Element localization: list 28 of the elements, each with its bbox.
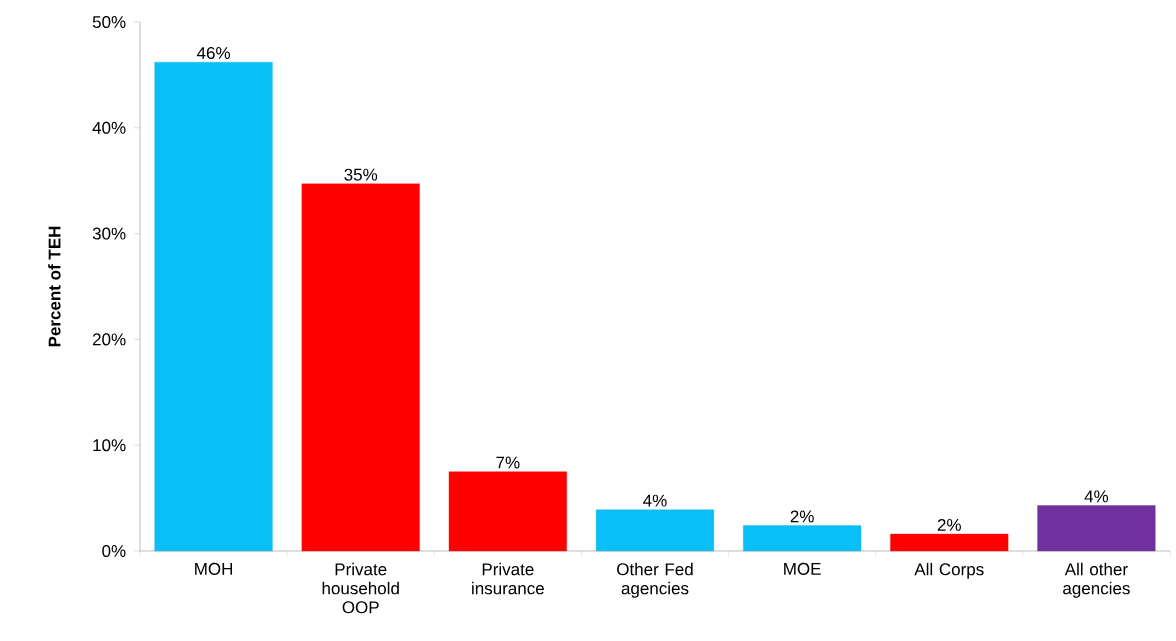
x-tick-label: Private household OOP <box>322 562 399 614</box>
bar <box>1037 505 1156 552</box>
bar <box>448 471 567 552</box>
data-label: 2% <box>790 510 814 523</box>
bar <box>154 62 273 552</box>
data-label: 7% <box>496 456 520 469</box>
bar <box>301 183 420 552</box>
data-label: 35% <box>344 168 378 181</box>
x-tick-label: MOH <box>195 562 233 575</box>
y-tick-label: 50% <box>92 15 126 29</box>
bar <box>595 509 715 552</box>
data-label: 46% <box>196 46 230 59</box>
y-tick-label: 0% <box>102 544 126 558</box>
data-label: 2% <box>937 518 961 531</box>
bar <box>890 533 1009 552</box>
x-tick-label: Private insurance <box>472 562 544 595</box>
y-tick-label: 30% <box>92 227 126 240</box>
y-tick-label: 10% <box>93 439 126 452</box>
y-tick-label: 40% <box>92 121 126 134</box>
x-tick-label: All other agencies <box>1063 562 1130 598</box>
data-label: 4% <box>643 494 667 507</box>
x-tick-label: MOE <box>784 562 821 575</box>
bar <box>743 525 862 552</box>
y-axis-title: Percent of TEH <box>48 226 61 347</box>
y-tick-label: 20% <box>92 333 126 346</box>
x-tick-label: Other Fed agencies <box>617 562 693 598</box>
x-tick-label: All Corps <box>914 562 984 579</box>
data-label: 4% <box>1084 490 1109 503</box>
